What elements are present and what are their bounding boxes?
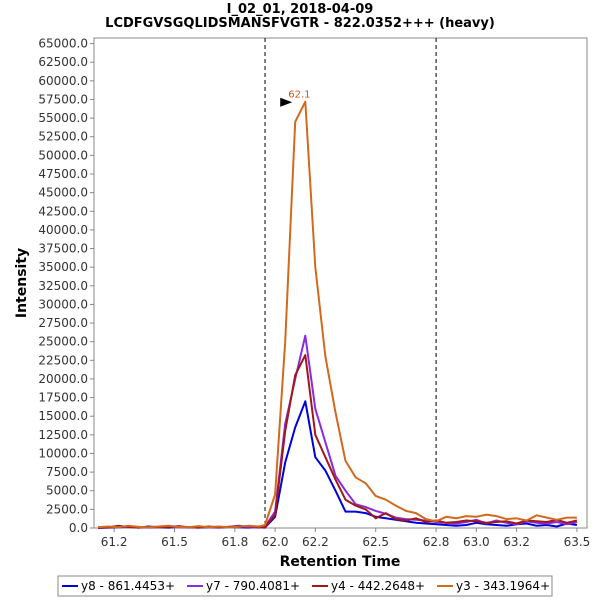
x-tick-label: 61.5 [161, 535, 188, 549]
legend-label: y7 - 790.4081+ [206, 579, 300, 593]
y-tick-label: 17500.0 [38, 391, 88, 405]
x-axis: 61.2 61.5 61.8 62.0 62.2 62.5 62.8 63.0 63.2 63.5 [101, 528, 591, 549]
y-tick-label: 20000.0 [38, 372, 88, 386]
y-tick-label: 2500.0 [46, 502, 88, 516]
y-tick-label: 25000.0 [38, 335, 88, 349]
y-tick-label: 57500.0 [38, 92, 88, 106]
legend-label: y4 - 442.2648+ [331, 579, 425, 593]
chart-title: I_02_01, 2018-04-09 [227, 2, 374, 17]
y-tick-label: 5000.0 [46, 484, 88, 498]
plot-area-frame [93, 37, 588, 529]
y-tick-label: 55000.0 [38, 111, 88, 125]
x-tick-label: 61.8 [221, 535, 248, 549]
y-tick-label: 7500.0 [46, 465, 88, 479]
y-tick-label: 0.0 [69, 521, 88, 535]
peak-label: 62.1 [288, 90, 310, 101]
y-tick-label: 27500.0 [38, 316, 88, 330]
x-tick-label: 63.2 [503, 535, 530, 549]
legend: y8 - 861.4453+ y7 - 790.4081+ y4 - 442.264… [62, 579, 550, 593]
y-tick-label: 62500.0 [38, 55, 88, 69]
x-tick-label: 61.2 [101, 535, 128, 549]
peak-arrow-icon [280, 97, 293, 107]
legend-box [57, 575, 553, 597]
x-tick-label: 62.2 [302, 535, 329, 549]
x-tick-label: 62.0 [262, 535, 289, 549]
y-tick-label: 30000.0 [38, 297, 88, 311]
y-tick-label: 45000.0 [38, 186, 88, 200]
y-tick-label: 35000.0 [38, 260, 88, 274]
legend-label: y3 - 343.1964+ [456, 579, 550, 593]
y-tick-label: 65000.0 [38, 37, 88, 51]
y-tick-label: 40000.0 [38, 223, 88, 237]
y-tick-label: 12500.0 [38, 428, 88, 442]
x-tick-label: 63.0 [463, 535, 490, 549]
x-tick-label: 62.5 [362, 535, 389, 549]
y-axis-title: Intensity [14, 248, 30, 318]
boundary-lines [264, 38, 437, 528]
y-tick-label: 15000.0 [38, 409, 88, 423]
y-axis: 0.0 2500.0 5000.0 7500.0 10000.0 12500.0 15000… [38, 37, 94, 535]
chart-subtitle: LCDFGVSGQLIDSMANSFVGTR - 822.0352+++ (he… [105, 16, 495, 31]
y-tick-label: 52500.0 [38, 130, 88, 144]
x-axis-title: Retention Time [280, 554, 401, 570]
series-lines [97, 100, 578, 529]
y-tick-label: 60000.0 [38, 74, 88, 88]
y-tick-label: 32500.0 [38, 279, 88, 293]
legend-label: y8 - 861.4453+ [81, 579, 175, 593]
x-tick-label: 63.5 [564, 535, 591, 549]
y-tick-label: 10000.0 [38, 446, 88, 460]
x-tick-label: 62.8 [423, 535, 450, 549]
peak-annotation: 62.1 [280, 90, 310, 107]
series-line [97, 100, 577, 529]
y-tick-label: 42500.0 [38, 204, 88, 218]
y-tick-label: 22500.0 [38, 353, 88, 367]
y-tick-label: 37500.0 [38, 242, 88, 256]
y-tick-label: 47500.0 [38, 167, 88, 181]
y-tick-label: 50000.0 [38, 148, 88, 162]
